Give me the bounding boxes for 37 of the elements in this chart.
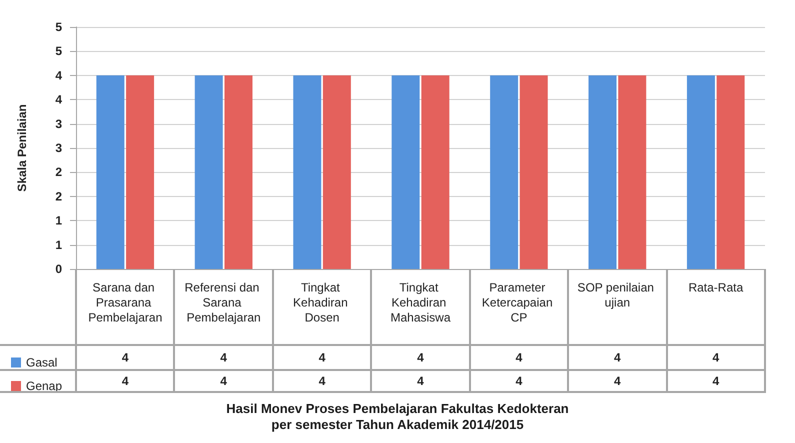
x-tick-label: Rata-Rata (688, 280, 744, 294)
y-tick-label: 3 (55, 141, 62, 155)
data-label: 4 (318, 374, 326, 388)
y-tick-label: 4 (55, 92, 62, 107)
data-label: 4 (122, 374, 129, 388)
y-tick-label: 2 (55, 189, 62, 204)
text: Hasil Monev Proses Pembelajaran Fakultas Kedokteran (226, 401, 569, 416)
y-tick-label: 4 (55, 68, 62, 82)
data-label: 4 (122, 350, 129, 364)
data-label: 4 (614, 350, 622, 364)
y-tick-label: 0 (55, 262, 62, 276)
x-tick-label: Parameter Ketercapaian CP (482, 280, 556, 324)
x-tick-label: SOP penilaian ujian (577, 280, 658, 310)
y-tick-label: 1 (55, 238, 62, 252)
data-label: 4 (712, 350, 720, 364)
data-label: 4 (417, 350, 424, 364)
y-tick-label: 1 (55, 214, 62, 228)
data-label: 4 (516, 374, 523, 388)
x-tick-label: Tingkat Kehadiran Mahasiswa (390, 280, 451, 324)
y-tick-label: 3 (55, 116, 62, 131)
data-label: 4 (614, 374, 622, 388)
y-tick-label: 5 (55, 20, 62, 34)
legend-label: Genap (26, 379, 62, 393)
data-label: 4 (220, 350, 228, 364)
data-label: 4 (712, 374, 720, 388)
y-tick-label: 2 (55, 165, 62, 180)
data-label: 4 (220, 374, 228, 388)
text: per semester Tahun Akademik 2014/2015 (271, 417, 524, 432)
data-label: 4 (318, 350, 326, 364)
legend-label: Gasal (26, 356, 58, 370)
data-label: 4 (516, 350, 523, 364)
data-label: 4 (417, 374, 424, 388)
x-tick-label: Referensi dan Sarana Pembelajaran (184, 280, 263, 324)
x-tick-label: Sarana dan Prasarana Pembelajaran (88, 280, 162, 324)
y-tick-label: 5 (55, 44, 62, 58)
y-axis-title: Skala Penilaian (15, 104, 29, 192)
x-tick-label: Tingkat Kehadiran Dosen (293, 280, 352, 324)
